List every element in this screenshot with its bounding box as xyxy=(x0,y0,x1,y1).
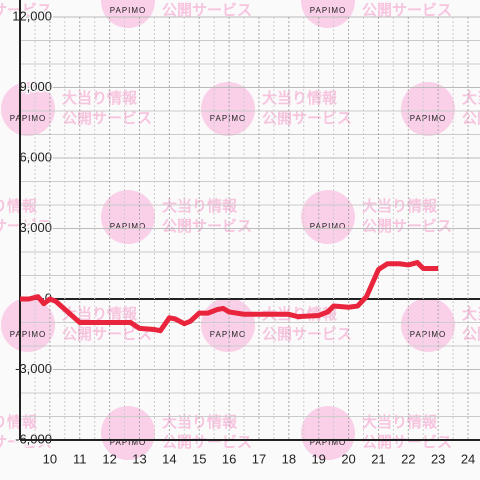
x-tick-label: 10 xyxy=(43,451,57,466)
watermark-logo xyxy=(401,82,455,136)
watermark-text: 大当り情報 xyxy=(162,197,238,215)
watermark-logo-text: PAPIMO xyxy=(410,330,447,339)
watermark-logo-text: PAPIMO xyxy=(110,6,147,15)
watermark-logo xyxy=(101,406,155,460)
x-tick-label: 19 xyxy=(311,451,325,466)
watermark-text: 公開サービス xyxy=(162,434,252,451)
x-tick-label: 12 xyxy=(102,451,116,466)
watermark-logo-text: PAPIMO xyxy=(10,330,47,339)
watermark-text: 公開サービス xyxy=(362,218,452,235)
watermark-logo xyxy=(301,190,355,244)
x-tick-label: 18 xyxy=(282,451,296,466)
watermark-text: 公開サービス xyxy=(0,218,52,235)
watermark-logo xyxy=(1,298,55,352)
y-tick-label: -3,000 xyxy=(15,361,52,376)
watermark-text: 公開サービス xyxy=(462,110,480,127)
x-tick-label: 22 xyxy=(401,451,415,466)
watermark-text: 公開サービス xyxy=(462,326,480,343)
watermark-text: 大当り情報 xyxy=(462,89,480,107)
x-tick-label: 11 xyxy=(73,451,87,466)
x-tick-label: 13 xyxy=(132,451,146,466)
watermark-logo xyxy=(201,298,255,352)
plot xyxy=(20,260,439,334)
watermark-logo xyxy=(101,190,155,244)
watermark-logo-text: PAPIMO xyxy=(210,114,247,123)
watermark-text: 公開サービス xyxy=(62,326,152,343)
y-tick-label: 9,000 xyxy=(19,79,52,94)
watermark-text: 公開サービス xyxy=(162,218,252,235)
watermark-text: 公開サービス xyxy=(0,2,52,19)
data-line xyxy=(20,260,439,334)
y-tick-label: 12,000 xyxy=(12,8,52,23)
watermark-logo xyxy=(401,298,455,352)
watermark-text: 公開サービス xyxy=(262,326,352,343)
watermark-logo-text: PAPIMO xyxy=(210,330,247,339)
x-tick-label: 17 xyxy=(252,451,266,466)
watermark-text: 大当り情報 xyxy=(362,197,438,215)
watermark-text: 大当り情報 xyxy=(362,413,438,431)
watermark-logo-text: PAPIMO xyxy=(110,222,147,231)
x-tick-label: 14 xyxy=(162,451,176,466)
watermark-logo-text: PAPIMO xyxy=(310,438,347,447)
watermark-text: 大当り情報 xyxy=(62,89,138,107)
watermark-logo xyxy=(301,406,355,460)
watermark-text: 公開サービス xyxy=(362,434,452,451)
y-tick-label: 6,000 xyxy=(19,149,52,164)
watermark-text: 公開サービス xyxy=(162,2,252,19)
x-tick-label: 20 xyxy=(341,451,355,466)
x-tick-label: 15 xyxy=(192,451,206,466)
x-tick-label: 16 xyxy=(222,451,236,466)
watermark-logo xyxy=(201,82,255,136)
watermark-logo-text: PAPIMO xyxy=(310,222,347,231)
watermark-logo-text: PAPIMO xyxy=(310,6,347,15)
watermark-logo-text: PAPIMO xyxy=(10,114,47,123)
watermark-text: 大当り情報 xyxy=(162,413,238,431)
x-tick-label: 24 xyxy=(461,451,475,466)
watermark-text: 公開サービス xyxy=(62,110,152,127)
watermark-text: 公開サービス xyxy=(0,434,52,451)
watermark-text: 公開サービス xyxy=(362,2,452,19)
y-tick-label: 3,000 xyxy=(19,220,52,235)
watermark-logo xyxy=(301,0,355,28)
watermark-logo xyxy=(101,0,155,28)
watermark-text: 公開サービス xyxy=(262,110,352,127)
x-tick-label: 23 xyxy=(431,451,445,466)
y-tick-label: -6,000 xyxy=(15,431,52,446)
x-tick-label: 21 xyxy=(371,451,385,466)
watermark-logo-text: PAPIMO xyxy=(410,114,447,123)
watermark-logo-text: PAPIMO xyxy=(110,438,147,447)
watermark-logo xyxy=(1,82,55,136)
watermark-text: 大当り情報 xyxy=(62,305,138,323)
watermark-text: 大当り情報 xyxy=(462,305,480,323)
